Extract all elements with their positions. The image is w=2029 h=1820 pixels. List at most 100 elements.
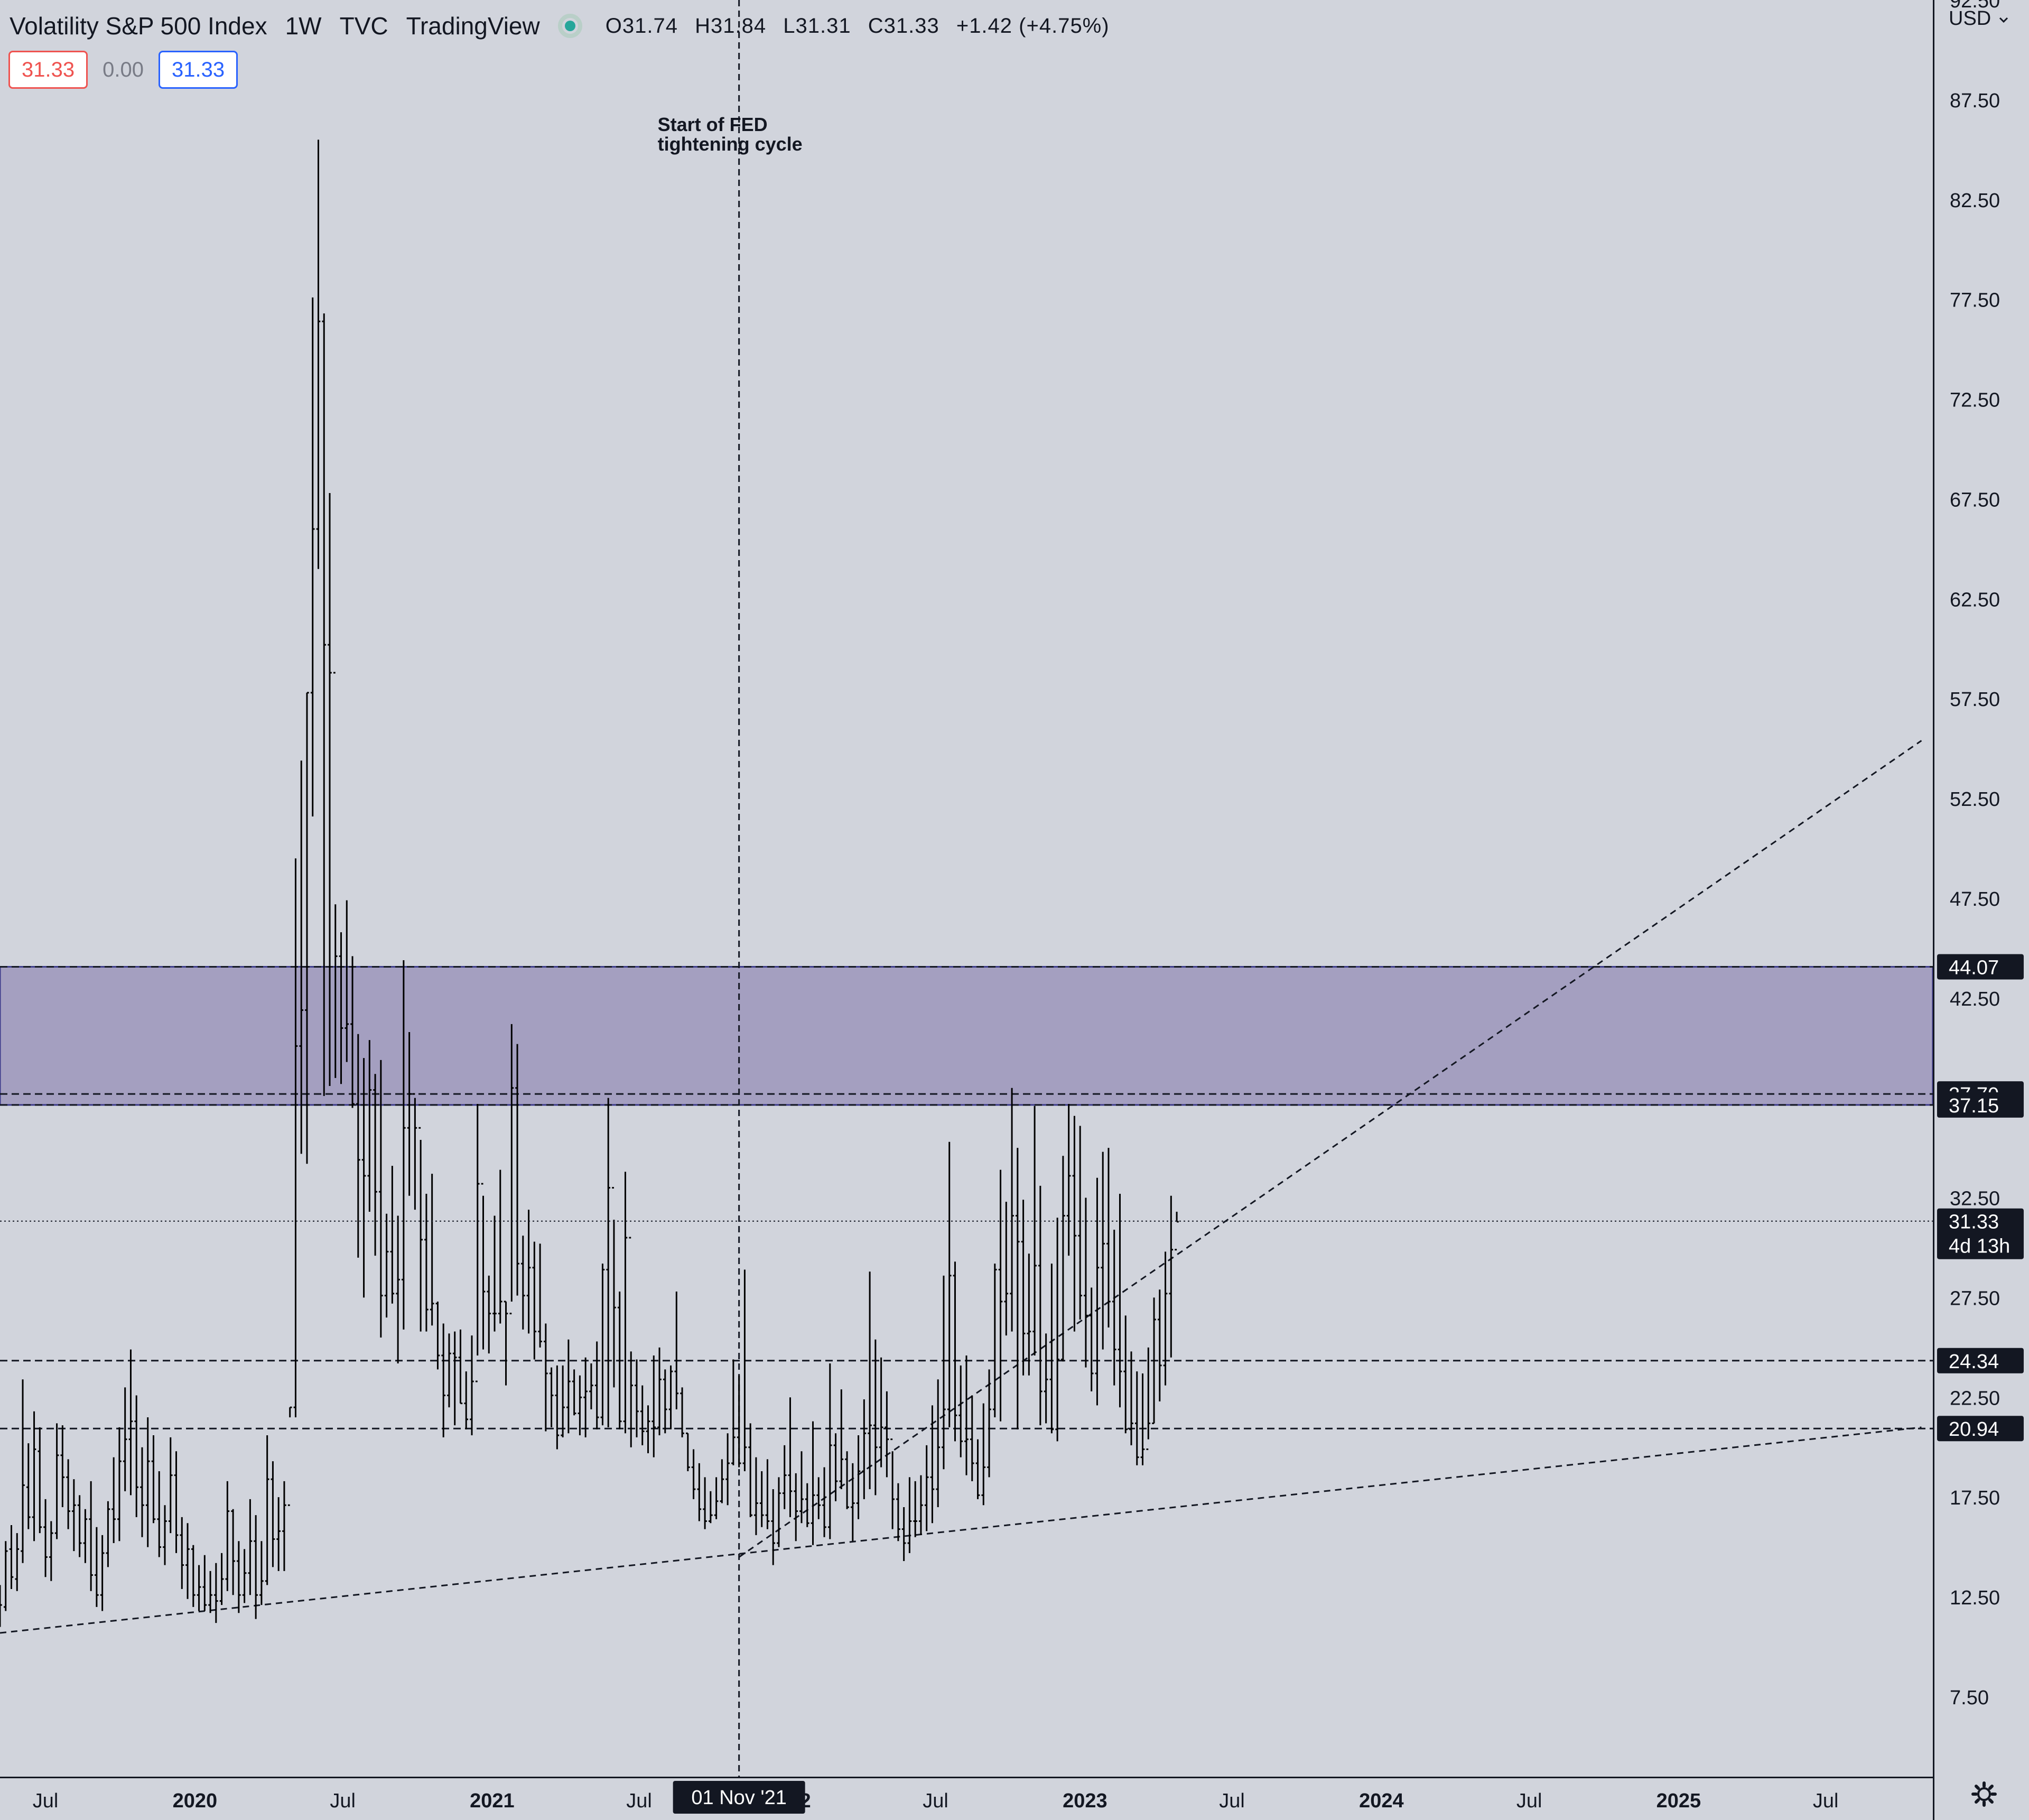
close-label: C (868, 14, 884, 38)
price-tick-label: 62.50 (1950, 589, 2000, 611)
ohlc-bar (293, 858, 298, 1418)
ohlc-bar (737, 1375, 741, 1468)
ohlc-bar (492, 1215, 497, 1332)
open-value: 31.74 (622, 14, 678, 38)
price-axis[interactable]: 7.5012.5017.5022.5027.5032.5037.5042.504… (1933, 0, 2029, 1820)
buy-price-button[interactable]: 31.33 (158, 51, 238, 89)
price-bars (0, 140, 1179, 1627)
ohlc-bar (674, 1292, 679, 1409)
ohlc-bar (1175, 1211, 1179, 1251)
ohlc-bar (754, 1457, 758, 1535)
price-tick-label: 77.50 (1950, 290, 2000, 312)
ohlc-bar (623, 1172, 628, 1434)
currency-selector[interactable]: USD (1949, 7, 2008, 30)
spread-value: 0.00 (103, 58, 144, 81)
ohlc-bar (594, 1341, 599, 1429)
ohlc-bar (140, 1447, 144, 1537)
ohlc-bar (128, 1349, 133, 1496)
ohlc-bar (390, 1166, 395, 1304)
ohlc-bar (231, 1509, 235, 1595)
bar-countdown: 4d 13h (1949, 1236, 2010, 1258)
ohlc-bar (123, 1387, 127, 1491)
ohlc-bar (1146, 1347, 1151, 1450)
ohlc-bar (771, 1489, 775, 1565)
ohlc-bar (811, 1421, 815, 1545)
sell-price-button[interactable]: 31.33 (8, 51, 88, 89)
price-tick-label: 82.50 (1950, 190, 2000, 212)
ohlc-bar (202, 1555, 207, 1611)
close-value: 31.33 (883, 14, 939, 38)
level-price-tag-bg (1937, 954, 2024, 980)
ohlc-bar (845, 1451, 849, 1509)
level-price-tag-bg (1937, 1348, 2024, 1373)
ohlc-bar (663, 1369, 667, 1434)
price-tick-label: 47.50 (1950, 888, 2000, 911)
ohlc-bar (282, 1481, 286, 1571)
ohlc-bar (833, 1433, 838, 1501)
price-tick-label: 87.50 (1950, 90, 2000, 112)
ohlc-bar (709, 1491, 713, 1524)
ohlc-bar (947, 1141, 952, 1427)
interval-label[interactable]: 1W (285, 12, 322, 40)
ohlc-bar (930, 1405, 935, 1524)
ohlc-bar (356, 1034, 360, 1258)
ohlc-bar (458, 1329, 463, 1405)
ohlc-bar (953, 1261, 957, 1442)
ohlc-bar (1010, 1088, 1014, 1332)
time-tick-label: 2021 (470, 1790, 515, 1812)
ohlc-bar (1027, 1253, 1031, 1376)
ohlc-bar (578, 1375, 582, 1436)
level-price-tag: 24.34 (1949, 1351, 1999, 1373)
ohlc-bar (384, 1213, 389, 1318)
time-tick-label: Jul (1219, 1790, 1245, 1812)
ohlc-bar (180, 1517, 184, 1589)
ohlc-bar (549, 1367, 554, 1427)
ohlc-bar (1061, 1156, 1065, 1362)
time-tick-label: 2024 (1359, 1790, 1404, 1812)
market-status-icon[interactable] (557, 14, 582, 38)
ohlc-bar (731, 1359, 736, 1465)
ohlc-bar (1118, 1193, 1122, 1408)
ohlc-bar (640, 1385, 645, 1445)
ohlc-bar (538, 1243, 542, 1348)
time-axis[interactable]: Jul2020Jul2021Jul2022Jul2023Jul2024Jul20… (0, 1777, 1933, 1820)
ohlc-bar (521, 1236, 525, 1330)
ohlc-bar (435, 1301, 440, 1370)
price-tick-label: 92.50 (1950, 0, 2000, 12)
ohlc-bar (219, 1553, 224, 1605)
ohlc-bar (117, 1427, 122, 1542)
ohlc-bar (1163, 1251, 1168, 1386)
ohlc-bar (134, 1395, 138, 1517)
ohlc-bar (470, 1335, 474, 1436)
ohlc-bar (942, 1275, 946, 1470)
ohlc-bar (1072, 1116, 1077, 1332)
ohlc-bar (418, 1127, 423, 1332)
ohlc-bar (725, 1433, 730, 1506)
low-value: 31.31 (795, 14, 851, 38)
ohlc-bar (32, 1411, 36, 1542)
ohlc-bar (879, 1357, 883, 1468)
ohlc-bar (1084, 1197, 1088, 1368)
price-tick-label: 17.50 (1950, 1487, 2000, 1509)
ohlc-bar (208, 1571, 212, 1613)
price-tick-label: 57.50 (1950, 689, 2000, 711)
time-tick-label: Jul (33, 1790, 59, 1812)
time-tick-label: Jul (330, 1790, 356, 1812)
price-tick-label: 32.50 (1950, 1188, 2000, 1210)
trendline (0, 1426, 1922, 1634)
ohlc-bar (265, 1435, 269, 1585)
ohlc-bar (185, 1523, 190, 1599)
ohlc-bar (680, 1387, 684, 1437)
gear-icon[interactable] (1971, 1781, 1997, 1807)
price-tick-label: 12.50 (1950, 1587, 2000, 1609)
ohlc-bar (981, 1403, 986, 1506)
symbol-name[interactable]: Volatility S&P 500 Index (10, 12, 267, 40)
ohlc-bar (1112, 1229, 1116, 1386)
ohlc-bar (901, 1507, 906, 1562)
ohlc-bar (214, 1563, 218, 1623)
ohlc-bar (561, 1365, 565, 1437)
time-axis-background (0, 1777, 1933, 1820)
